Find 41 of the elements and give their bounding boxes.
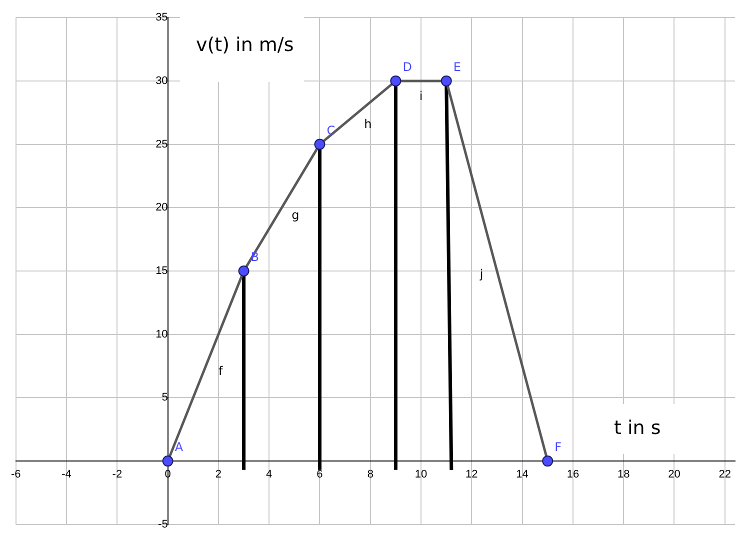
y-tick-label: 5 <box>162 392 168 404</box>
x-tick-label: -6 <box>11 468 21 481</box>
annotation: D <box>402 60 412 74</box>
y-tick-label: 25 <box>156 138 168 150</box>
x-tick-label: 14 <box>516 468 528 481</box>
annotation: g <box>292 208 300 222</box>
y-tick-label: 20 <box>156 202 168 214</box>
y-tick-label: -5 <box>158 518 168 530</box>
point <box>314 138 326 150</box>
x-axis-title: t in s <box>614 417 661 439</box>
point <box>162 456 174 467</box>
y-tick-label: 15 <box>156 265 168 278</box>
x-tick-label: 12 <box>466 468 478 481</box>
annotation: i <box>419 89 423 104</box>
annotation: A <box>174 440 184 454</box>
x-tick-label: 2 <box>215 468 222 481</box>
point <box>390 75 402 86</box>
x-tick-label: 6 <box>316 468 323 481</box>
annotation: h <box>364 117 372 132</box>
x-tick-label: 16 <box>566 468 580 481</box>
y-tick-label: 10 <box>156 328 168 340</box>
x-tick-label: 18 <box>617 468 630 481</box>
x-tick-label: 22 <box>718 468 731 481</box>
point <box>440 75 452 86</box>
annotation: F <box>554 440 562 454</box>
annotation: C <box>326 123 336 138</box>
x-tick-label: 8 <box>367 468 374 481</box>
annotation: j <box>478 267 484 282</box>
annotation: B <box>250 250 260 264</box>
x-tick-label: -4 <box>62 468 72 481</box>
annotation: f <box>218 364 224 378</box>
x-tick-label: 10 <box>414 468 428 481</box>
point <box>238 266 250 276</box>
point <box>542 456 554 467</box>
x-tick-label: -2 <box>112 468 122 481</box>
x-tick-label: 4 <box>266 468 272 481</box>
y-axis-title: v(t) in m/s <box>196 34 294 56</box>
y-tick-label: 35 <box>156 12 168 24</box>
y-tick-label: 30 <box>156 74 168 87</box>
annotation: E <box>453 60 461 74</box>
x-tick-label: 20 <box>668 468 680 481</box>
